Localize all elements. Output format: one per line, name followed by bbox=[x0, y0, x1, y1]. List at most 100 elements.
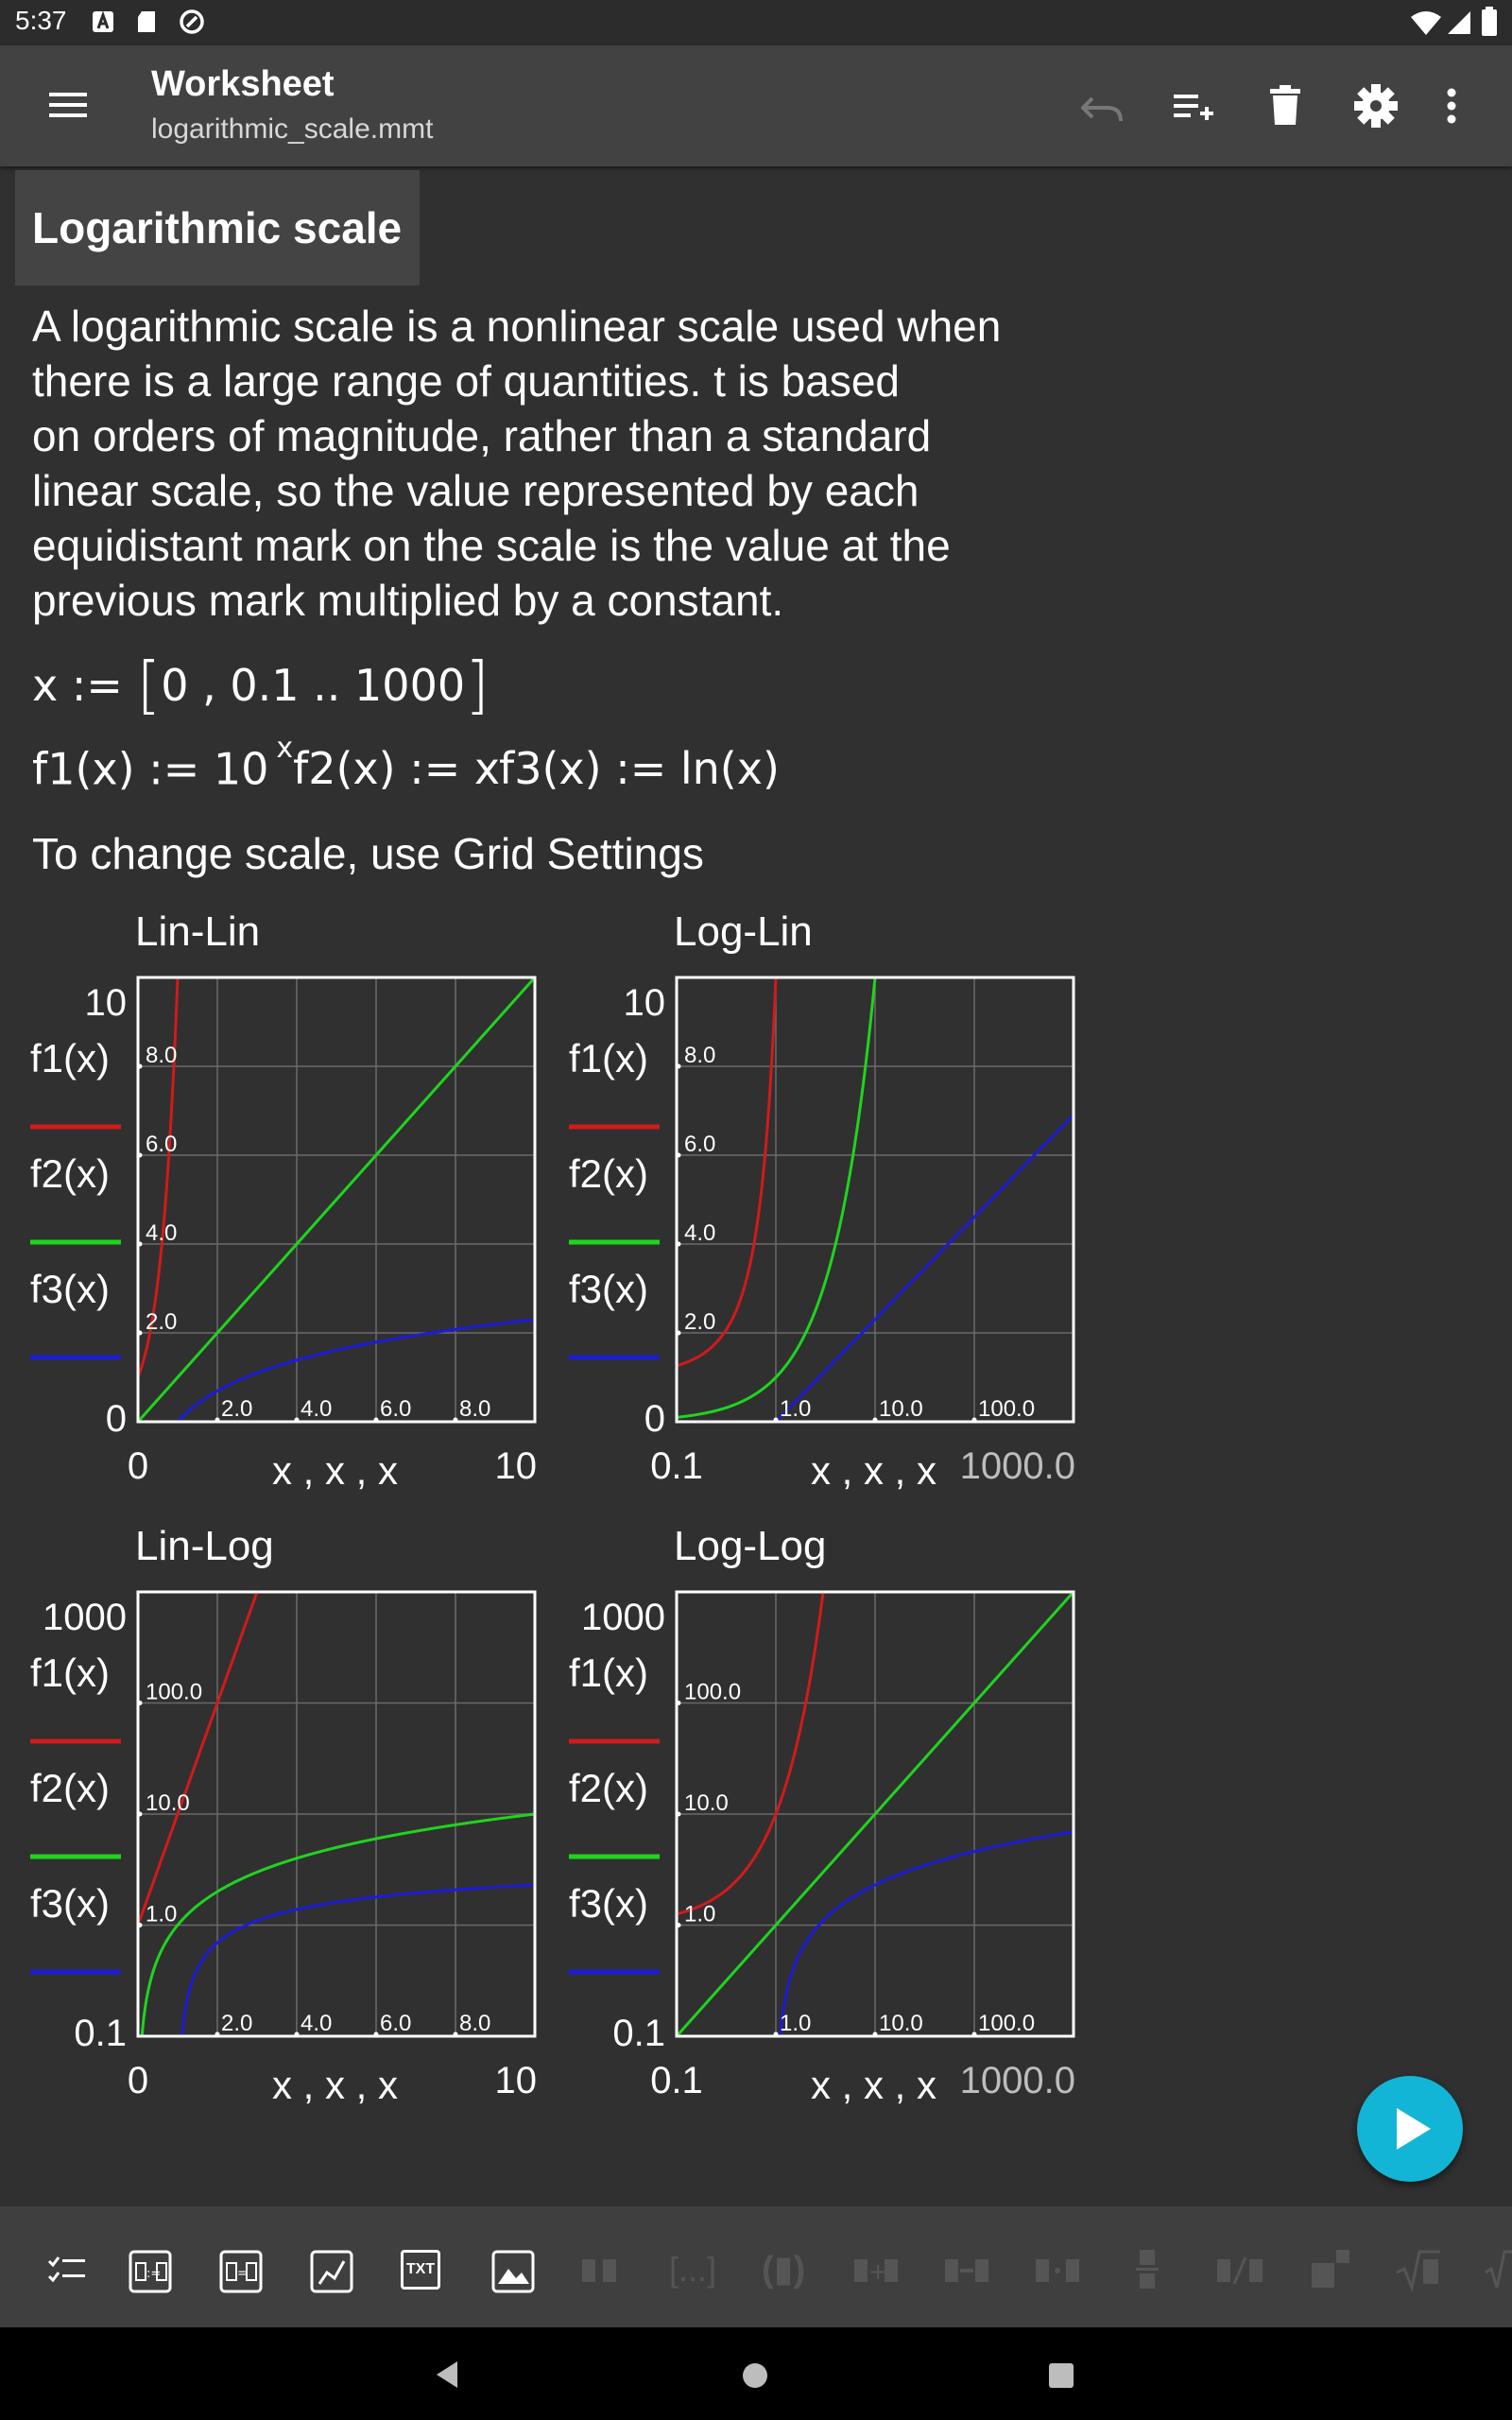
legend-f3-label: f3(x) bbox=[30, 1881, 110, 1926]
x-tick-mark bbox=[773, 2031, 779, 2037]
legend-f2-label: f2(x) bbox=[30, 1151, 110, 1196]
x-tick-mark bbox=[971, 2031, 977, 2037]
chart-lin-log[interactable]: Lin-Log 2.0 4.0 6.0 8.0 1.0 10.0 100.0 1000 0.1 0 1… bbox=[0, 1512, 548, 2132]
nth-root-icon[interactable] bbox=[1484, 2248, 1512, 2291]
section-title: Logarithmic scale bbox=[32, 203, 403, 252]
description-text[interactable]: A logarithmic scale is a nonlinear scale… bbox=[32, 302, 1002, 625]
list-icon[interactable] bbox=[47, 2254, 87, 2286]
divide-icon[interactable] bbox=[1134, 2248, 1162, 2291]
home-icon[interactable] bbox=[741, 2361, 769, 2390]
power-icon[interactable] bbox=[1310, 2248, 1351, 2290]
y-tick-mark bbox=[676, 1241, 681, 1247]
y-tick-label: 2.0 bbox=[146, 1309, 177, 1335]
x-tick-mark bbox=[872, 1417, 878, 1423]
parentheses-icon[interactable]: (▮) bbox=[762, 2250, 806, 2290]
equation-icon[interactable]: := bbox=[129, 2250, 172, 2293]
series-f1-line bbox=[677, 977, 778, 1368]
series-f1-line bbox=[677, 1592, 825, 1916]
recents-icon[interactable] bbox=[1047, 2361, 1075, 2390]
x-min-label: 0.1 bbox=[650, 1445, 703, 1487]
settings-icon[interactable] bbox=[1353, 83, 1399, 129]
series-f3-line bbox=[773, 1114, 1074, 1422]
y-tick-label: 1.0 bbox=[684, 1902, 715, 1927]
x-tick-mark bbox=[215, 2031, 220, 2037]
f3-definition[interactable]: f3(x) := ln(x) bbox=[499, 743, 780, 794]
back-icon[interactable] bbox=[433, 2360, 461, 2390]
fraction-icon[interactable] bbox=[1215, 2254, 1264, 2288]
brackets-icon[interactable] bbox=[580, 2256, 627, 2286]
x-tick-mark bbox=[294, 2031, 300, 2037]
x-tick-mark bbox=[215, 1417, 220, 1423]
x-tick-label: 10.0 bbox=[879, 2011, 923, 2036]
hint-text[interactable]: To change scale, use Grid Settings bbox=[32, 829, 704, 878]
times-icon[interactable] bbox=[1034, 2256, 1081, 2286]
legend-f3-label: f3(x) bbox=[569, 1267, 648, 1311]
signal-icon bbox=[1448, 11, 1470, 34]
x-max-label: 10 bbox=[495, 1445, 538, 1487]
app-bar: Worksheet logarithmic_scale.mmt bbox=[0, 45, 1512, 166]
chart-log-lin[interactable]: Log-Lin 1.0 10.0 100.0 2.0 4.0 6.0 8.0 10 0 0.1 100… bbox=[539, 898, 1087, 1517]
menu-icon[interactable] bbox=[49, 89, 87, 121]
y-tick-label: 4.0 bbox=[146, 1220, 177, 1246]
y-tick-label: 6.0 bbox=[146, 1132, 177, 1157]
y-max-label: 10 bbox=[85, 982, 128, 1024]
plus-icon[interactable]: + bbox=[852, 2256, 900, 2286]
chart-svg: Log-Log 1.0 10.0 100.0 1.0 10.0 100.0 1000 0.1 0.… bbox=[569, 1523, 1075, 2107]
series-f3-line bbox=[779, 1830, 1074, 2036]
y-min-label: 0.1 bbox=[612, 2013, 665, 2054]
ellipsis-brackets-icon[interactable]: [...] bbox=[669, 2250, 717, 2289]
y-tick-mark bbox=[676, 1063, 681, 1069]
x-max-label: 1000.0 bbox=[960, 2060, 1075, 2101]
section-title-box[interactable]: Logarithmic scale bbox=[15, 170, 420, 285]
run-button[interactable] bbox=[1357, 2076, 1463, 2182]
f2-definition[interactable]: f2(x) := x bbox=[293, 743, 501, 794]
image-icon[interactable] bbox=[491, 2250, 535, 2293]
y-min-label: 0 bbox=[106, 1398, 127, 1440]
f1-exponent: x bbox=[276, 732, 294, 765]
y-tick-mark bbox=[676, 1701, 681, 1705]
series-group bbox=[138, 1592, 535, 2036]
y-tick-label: 1.0 bbox=[146, 1902, 177, 1927]
legend-f1-label: f1(x) bbox=[569, 1651, 648, 1695]
y-tick-mark bbox=[137, 1923, 143, 1927]
series-f3-line bbox=[175, 1318, 535, 1422]
text-icon[interactable]: TXT bbox=[401, 2250, 440, 2290]
chart-title: Lin-Log bbox=[135, 1523, 274, 1569]
svg-text:=: = bbox=[237, 2266, 249, 2281]
minus-icon[interactable] bbox=[943, 2256, 990, 2286]
legend-f3-label: f3(x) bbox=[569, 1881, 648, 1926]
y-tick-mark bbox=[676, 1923, 681, 1927]
y-tick-label: 100.0 bbox=[146, 1680, 202, 1705]
x-range-definition[interactable]: x := [0 , 0.1 .. 1000] bbox=[32, 648, 490, 721]
undo-icon[interactable] bbox=[1081, 91, 1125, 125]
y-tick-mark bbox=[137, 1330, 143, 1336]
x-tick-label: 10.0 bbox=[879, 1396, 923, 1422]
series-f1-line bbox=[138, 977, 180, 1378]
f1-definition[interactable]: f1(x) := 10 x bbox=[32, 732, 293, 794]
result-icon[interactable]: = bbox=[219, 2250, 263, 2293]
y-min-label: 0.1 bbox=[74, 2013, 127, 2054]
chart-lin-lin[interactable]: Lin-Lin 2.0 4.0 6.0 8.0 2.0 4.0 6.0 8.0 10 0 0 10 x ,… bbox=[0, 898, 548, 1517]
add-line-icon[interactable] bbox=[1172, 89, 1215, 127]
x-tick-label: 1.0 bbox=[780, 2011, 811, 2036]
x-tick-label: 100.0 bbox=[978, 2011, 1035, 2036]
x-max-label: 1000.0 bbox=[960, 1445, 1075, 1487]
plot-icon[interactable] bbox=[310, 2250, 353, 2293]
app-title: Worksheet bbox=[151, 64, 335, 104]
y-tick-mark bbox=[676, 1152, 681, 1158]
svg-text::=: := bbox=[146, 2267, 161, 2281]
sync-icon bbox=[180, 9, 204, 34]
y-tick-mark bbox=[137, 1152, 143, 1158]
x-tick-mark bbox=[453, 1417, 458, 1423]
x-tick-label: 4.0 bbox=[301, 2011, 332, 2036]
y-tick-mark bbox=[137, 1063, 143, 1069]
sd-card-icon bbox=[138, 11, 155, 32]
x-axis-label: x , x , x bbox=[811, 2063, 936, 2107]
chart-log-log[interactable]: Log-Log 1.0 10.0 100.0 1.0 10.0 100.0 1000 0.1 0.… bbox=[539, 1512, 1087, 2132]
chart-title: Log-Log bbox=[674, 1523, 826, 1569]
more-vert-icon[interactable] bbox=[1446, 87, 1457, 125]
delete-icon[interactable] bbox=[1270, 85, 1300, 127]
sqrt-icon[interactable] bbox=[1395, 2248, 1442, 2291]
y-max-label: 1000 bbox=[581, 1597, 665, 1638]
y-tick-label: 2.0 bbox=[684, 1309, 715, 1335]
